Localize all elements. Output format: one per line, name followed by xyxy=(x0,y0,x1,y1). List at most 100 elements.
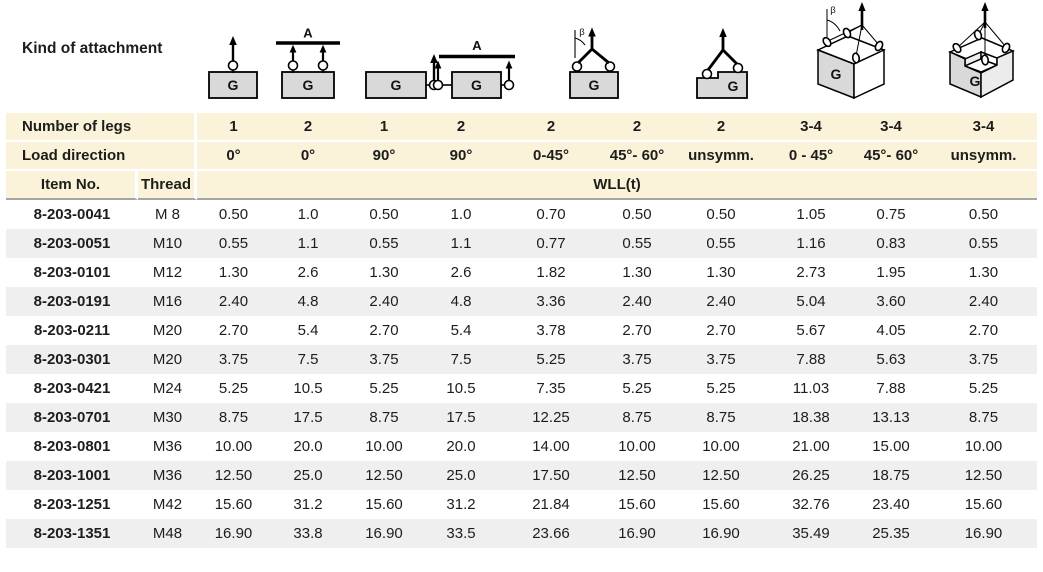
legs-count: 1 xyxy=(197,113,270,142)
wll-cell: 10.00 xyxy=(214,438,253,455)
wll-cell: 14.00 xyxy=(532,438,570,455)
wll-cell: 2.40 xyxy=(346,287,422,316)
wll-cell: 33.5 xyxy=(422,519,500,548)
wll-cell: 0.77 xyxy=(500,229,602,258)
table-row: 8-203-1251 M42 15.60 31.2 15.60 31.2 21.84 15.6… xyxy=(6,490,1037,519)
wll-cell: 10.00 xyxy=(365,438,403,455)
wll-cell: 10.00 xyxy=(702,438,740,455)
wll-cell: 5.4 xyxy=(297,322,319,339)
wll-cell: 15.60 xyxy=(214,496,253,513)
table-row: 8-203-0191 M16 2.40 4.8 2.40 4.8 3.36 2.40 2.40 5… xyxy=(6,287,1037,316)
attachment-diagrams-row: Kind of attachment G G A xyxy=(6,0,1037,113)
wll-cell: 31.2 xyxy=(446,496,476,513)
wll-cell: 17.5 xyxy=(422,403,500,432)
load-direction-value: 45°- 60° xyxy=(852,142,930,171)
load-direction-value: 0° xyxy=(270,142,346,171)
table-row: 8-203-1001 M36 12.50 25.0 12.50 25.0 17.50 12.5… xyxy=(6,461,1037,490)
thread-cell: M 8 xyxy=(154,206,180,223)
wll-cell: 10.00 xyxy=(964,438,1003,455)
wll-cell: 8.75 xyxy=(197,403,270,432)
thread-cell: M10 xyxy=(138,229,197,258)
wll-cell: 13.13 xyxy=(852,403,930,432)
wll-cell: 15.00 xyxy=(872,438,910,455)
g-load-label: G xyxy=(589,77,600,93)
sling-angle-label: β xyxy=(579,27,585,38)
wll-cell: 5.04 xyxy=(770,287,852,316)
wll-cell: 18.38 xyxy=(770,403,852,432)
wll-cell: 17.50 xyxy=(500,461,602,490)
load-direction-value: 90° xyxy=(346,142,422,171)
load-direction-value: 0 - 45° xyxy=(770,142,852,171)
wll-cell: 5.25 xyxy=(500,345,602,374)
wll-cell: 12.50 xyxy=(602,461,672,490)
wll-cell: 5.4 xyxy=(450,322,472,339)
wll-cell: 18.75 xyxy=(852,461,930,490)
wll-cell: 20.0 xyxy=(446,438,476,455)
wll-cell: 2.70 xyxy=(622,322,652,339)
wll-cell: 4.8 xyxy=(270,287,346,316)
wll-cell: 31.2 xyxy=(293,496,323,513)
item-no-cell: 8-203-1251 xyxy=(33,496,111,513)
wll-cell: 20.0 xyxy=(293,438,323,455)
g-load-label: G xyxy=(471,77,482,93)
wll-cell: 1.05 xyxy=(796,206,826,223)
wll-cell: 7.88 xyxy=(770,345,852,374)
sling-angle-label: β xyxy=(830,5,836,16)
thread-cell: M12 xyxy=(152,264,183,281)
wll-cell: 15.60 xyxy=(702,496,740,513)
wll-cell: 5.25 xyxy=(706,380,736,397)
wll-cell: 2.40 xyxy=(197,287,270,316)
wll-cell: 7.5 xyxy=(270,345,346,374)
wll-cell: 0.55 xyxy=(672,229,770,258)
wll-cell: 23.40 xyxy=(872,496,910,513)
legs-count: 2 xyxy=(672,113,770,142)
legs-count: 3-4 xyxy=(852,113,930,142)
wll-cell: 2.40 xyxy=(602,287,672,316)
load-direction-value: 45°- 60° xyxy=(602,142,672,171)
wll-cell: 1.16 xyxy=(770,229,852,258)
table-row: 8-203-0301 M20 3.75 7.5 3.75 7.5 5.25 3.75 3.75 7… xyxy=(6,345,1037,374)
wll-cell: 12.50 xyxy=(197,461,270,490)
wll-cell: 16.90 xyxy=(672,519,770,548)
wll-cell: 12.50 xyxy=(672,461,770,490)
wll-cell: 5.25 xyxy=(622,380,652,397)
wll-cell: 7.88 xyxy=(876,380,906,397)
wll-cell: 8.75 xyxy=(346,403,422,432)
wll-cell: 0.50 xyxy=(706,206,736,223)
table-row: 8-203-0101 M12 1.30 2.6 1.30 2.6 1.82 1.30 1.30 2… xyxy=(6,258,1037,287)
wll-cell: 16.90 xyxy=(346,519,422,548)
wll-cell: 25.35 xyxy=(852,519,930,548)
wll-cell: 15.60 xyxy=(365,496,403,513)
wll-cell: 0.83 xyxy=(852,229,930,258)
wll-cell: 1.30 xyxy=(706,264,736,281)
wll-cell: 1.30 xyxy=(622,264,652,281)
diagram-single-leg-vertical: G xyxy=(208,36,258,99)
wll-cell: 1.30 xyxy=(369,264,399,281)
wll-cell: 25.0 xyxy=(270,461,346,490)
item-no-cell: 8-203-0191 xyxy=(6,287,138,316)
table-row: 8-203-0701 M30 8.75 17.5 8.75 17.5 12.25 8.75 8.… xyxy=(6,403,1037,432)
item-no-cell: 8-203-0051 xyxy=(6,229,138,258)
legs-count: 2 xyxy=(422,113,500,142)
wll-cell: 3.75 xyxy=(346,345,422,374)
diagram-two-leg-sling-unsymmetric: G xyxy=(696,28,748,99)
wll-cell: 21.00 xyxy=(792,438,830,455)
item-no-cell: 8-203-0041 xyxy=(33,206,111,223)
wll-cell: 5.63 xyxy=(852,345,930,374)
wll-cell: 2.73 xyxy=(796,264,826,281)
wll-cell: 5.25 xyxy=(968,380,999,397)
spreader-bar-label: A xyxy=(472,38,482,53)
diagram-two-leg-sling-angle: G β xyxy=(569,27,619,99)
g-load-label: G xyxy=(728,78,739,94)
diagram-two-legs-vertical-spreader: G A xyxy=(276,26,340,99)
wll-cell: 32.76 xyxy=(792,496,830,513)
thread-cell: M20 xyxy=(152,322,183,339)
direction-row: Load direction 0° 0° 90° 90° 0-45° 45°- 60° un… xyxy=(6,142,1037,171)
wll-cell: 15.60 xyxy=(964,496,1003,513)
load-direction-value: 90° xyxy=(422,142,500,171)
wll-cell: 2.70 xyxy=(218,322,249,339)
wll-cell: 7.5 xyxy=(422,345,500,374)
legs-count: 3-4 xyxy=(930,113,1037,142)
table-row: 8-203-0801 M36 10.00 20.0 10.00 20.0 14.00 10.0… xyxy=(6,432,1037,461)
item-no-header: Item No. xyxy=(6,171,138,200)
